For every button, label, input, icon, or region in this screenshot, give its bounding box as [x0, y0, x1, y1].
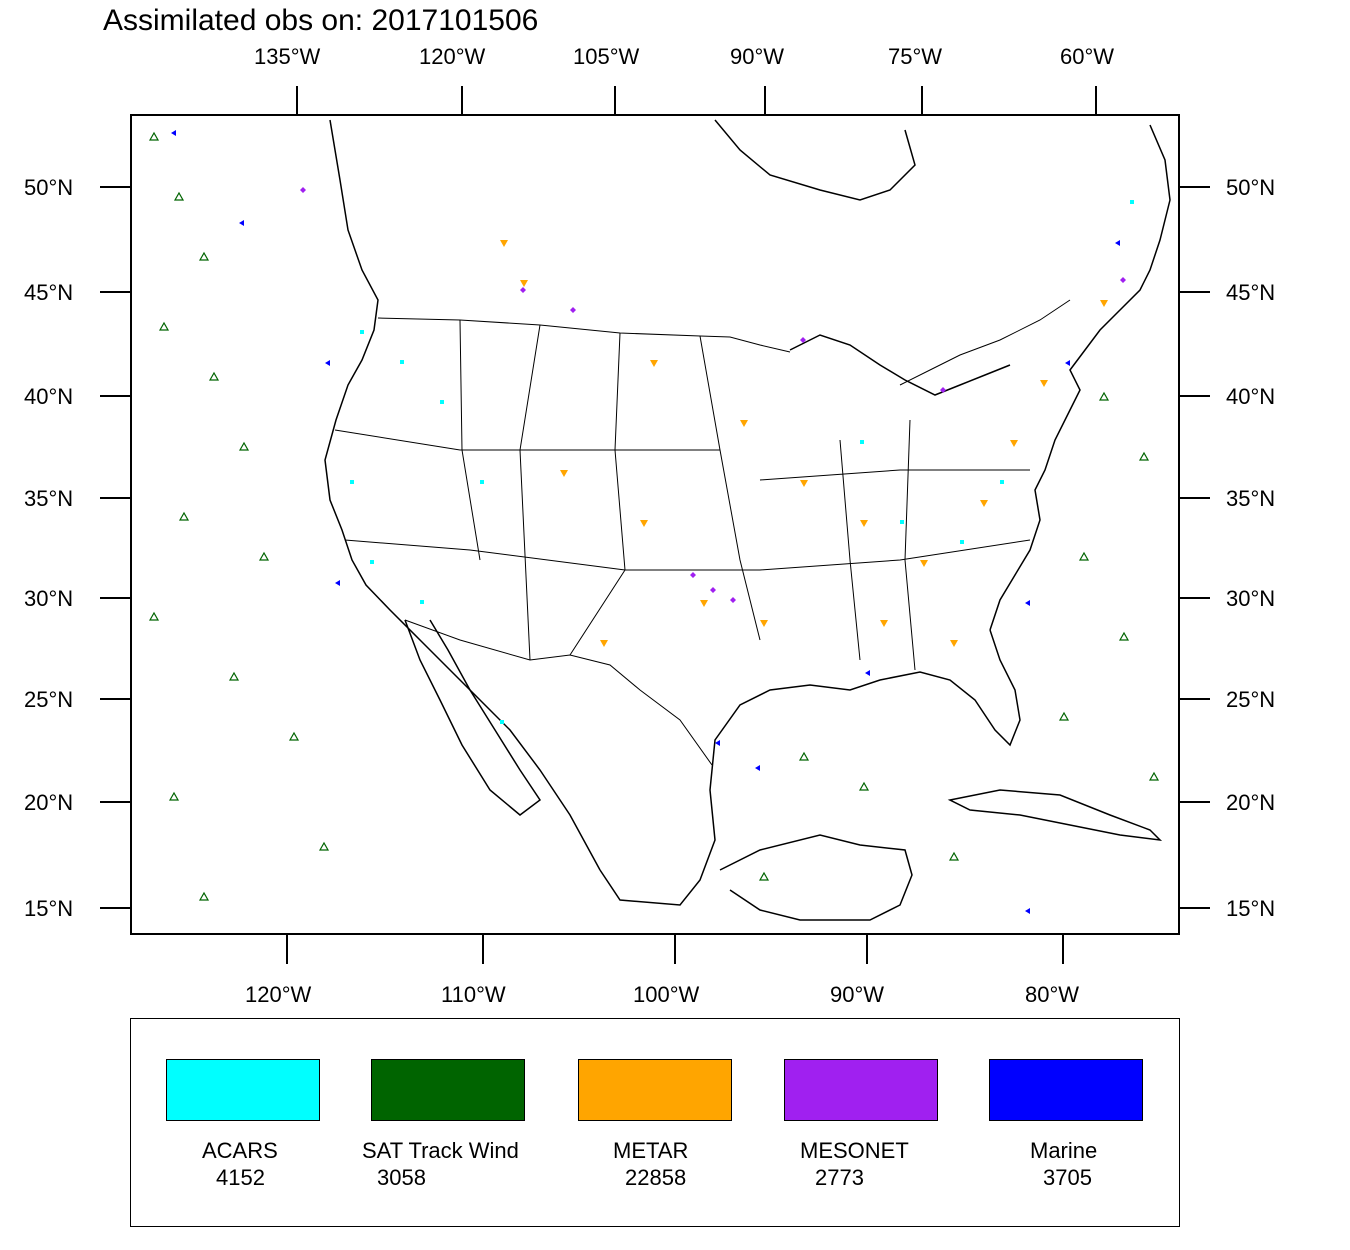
legend-label-marine: Marine — [1030, 1138, 1098, 1163]
east-coast — [989, 124, 1171, 631]
top-axis-label: 90°W — [730, 44, 785, 69]
bottom-axis-label: 90°W — [830, 982, 885, 1007]
baja-peninsula — [404, 619, 542, 816]
left-axis-label: 40°N — [24, 384, 74, 409]
obs-metar — [500, 240, 1108, 647]
right-axis-label: 45°N — [1226, 280, 1276, 305]
left-axis-label: 50°N — [24, 175, 74, 200]
top-axis-label: 75°W — [888, 44, 943, 69]
top-axis-label: 135°W — [254, 44, 321, 69]
legend-box — [130, 1018, 1180, 1227]
cuba — [947, 789, 1163, 842]
us-west-coast — [324, 119, 601, 871]
right-axis-label: 15°N — [1226, 896, 1276, 921]
legend-label-mesonet: MESONET — [800, 1138, 909, 1163]
left-axis-label: 15°N — [24, 896, 74, 921]
left-axis-label: 25°N — [24, 687, 74, 712]
left-axis-label: 30°N — [24, 586, 74, 611]
great-lakes — [789, 334, 1011, 396]
right-axis-label: 50°N — [1226, 175, 1276, 200]
sat-wind-marker — [148, 131, 1160, 901]
right-axis-label: 20°N — [1226, 790, 1276, 815]
map-frame — [130, 114, 1180, 935]
right-axis-label: 25°N — [1226, 687, 1276, 712]
right-axis-label: 35°N — [1226, 486, 1276, 511]
us-canada-border — [377, 299, 1071, 386]
plot-title: Assimilated obs on: 2017101506 — [103, 4, 539, 37]
left-axis-label: 35°N — [24, 486, 74, 511]
legend-count-acars: 4152 — [216, 1165, 265, 1190]
legend-label-sat-track-wind: SAT Track Wind — [362, 1138, 519, 1163]
top-axis-label: 60°W — [1060, 44, 1115, 69]
legend-label-metar: METAR — [613, 1138, 689, 1163]
legend-count-metar: 22858 — [625, 1165, 687, 1190]
legend-count-marine: 3705 — [1043, 1165, 1092, 1190]
obs-sat-track-wind — [148, 131, 1160, 901]
bottom-axis-label: 80°W — [1025, 982, 1080, 1007]
obs-mesonet — [300, 187, 1126, 603]
left-axis-label: 45°N — [24, 280, 74, 305]
bottom-axis-label: 110°W — [441, 982, 506, 1007]
obs-acars — [350, 200, 1134, 724]
right-axis-label: 40°N — [1226, 384, 1276, 409]
legend-swatch-sat-track-wind — [371, 1059, 525, 1121]
yucatan — [719, 834, 913, 921]
right-axis-label: 30°N — [1226, 586, 1276, 611]
legend-swatch-marine — [989, 1059, 1143, 1121]
top-axis-label: 105°W — [573, 44, 640, 69]
bottom-axis-label: 120°W — [245, 982, 312, 1007]
legend-label-acars: ACARS — [202, 1138, 278, 1163]
legend-swatch-acars — [166, 1059, 320, 1121]
metar-marker — [500, 240, 1108, 647]
gulf-coast-texas — [599, 629, 1021, 906]
borders — [334, 299, 1071, 766]
legend-count-mesonet: 2773 — [815, 1165, 864, 1190]
state-lines-sample — [334, 319, 1031, 671]
legend-swatch-metar — [578, 1059, 732, 1121]
legend-count-sat-track-wind: 3058 — [377, 1165, 426, 1190]
acars-marker — [350, 200, 1134, 724]
bottom-axis-label: 100°W — [633, 982, 700, 1007]
legend-swatch-mesonet — [784, 1059, 938, 1121]
hudson-bay — [714, 119, 916, 201]
coastlines — [324, 119, 1171, 921]
left-axis-label: 20°N — [24, 790, 74, 815]
top-axis-label: 120°W — [419, 44, 486, 69]
us-mexico-border — [404, 619, 713, 766]
mesonet-marker — [300, 187, 1126, 603]
